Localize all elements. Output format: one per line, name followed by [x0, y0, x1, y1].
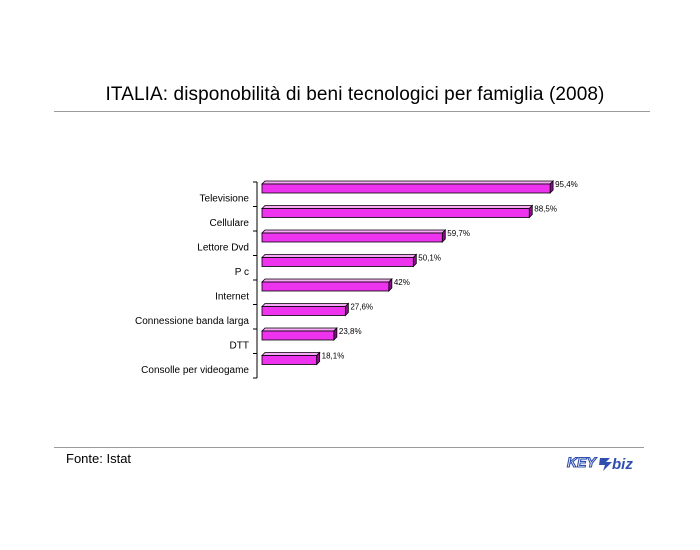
bar [261, 327, 338, 341]
bar [261, 204, 534, 219]
bar-series [261, 180, 555, 366]
bar [261, 278, 393, 292]
value-labels: 95,4% 88,5% 59,7% 50,1% 42% 27,6% 23,8% 18,1% [322, 180, 578, 361]
bar-top-face [261, 180, 555, 185]
category-label: Consolle per videogame [141, 365, 249, 376]
category-labels: Televisione Cellulare Lettore Dvd P c Intern… [135, 194, 249, 377]
value-label: 88,5% [534, 205, 557, 214]
value-label: 27,6% [350, 303, 373, 312]
bar-top-face [261, 327, 338, 332]
bar-top-face [261, 278, 393, 283]
bar-top-face [261, 303, 350, 307]
category-axis [253, 181, 258, 379]
bar [261, 351, 321, 366]
value-label: 18,1% [322, 352, 345, 361]
category-label: Internet [215, 292, 249, 303]
category-label: Cellulare [210, 218, 250, 229]
key4biz-logo: KEY biz [566, 453, 633, 473]
bar-top-face [261, 205, 534, 209]
bar-top-face [261, 352, 321, 356]
page-title: ITALIA: disponobilità di beni tecnologic… [105, 84, 605, 105]
value-label: 42% [394, 278, 410, 287]
title-divider [54, 111, 650, 112]
value-label: 59,7% [447, 229, 470, 238]
bar-front-face [261, 330, 335, 341]
category-label: DTT [230, 341, 249, 352]
footer-divider [54, 447, 644, 448]
bar-front-face [261, 183, 551, 194]
value-label: 23,8% [339, 327, 362, 336]
bar-front-face [261, 306, 346, 316]
bar-front-face [261, 232, 443, 243]
bar-front-face [261, 257, 414, 267]
bar-front-face [261, 208, 530, 218]
logo-four-mark-icon [599, 458, 612, 471]
bar-front-face [261, 281, 390, 292]
bar [261, 229, 447, 243]
source-note: Fonte: Istat [66, 451, 132, 466]
category-label: Lettore Dvd [197, 243, 249, 254]
bar [261, 302, 350, 317]
logo-biz-text: biz [612, 456, 633, 473]
bar-front-face [261, 355, 318, 365]
category-label: Televisione [200, 194, 250, 205]
bar-top-face [261, 229, 447, 234]
value-label: 50,1% [418, 254, 441, 263]
category-label: P c [235, 267, 249, 278]
value-label: 95,4% [555, 180, 578, 189]
bar [261, 253, 418, 268]
category-label: Connessione banda larga [135, 316, 249, 327]
bar-top-face [261, 254, 418, 258]
logo-key-text: KEY [567, 454, 597, 470]
bar [261, 180, 555, 194]
